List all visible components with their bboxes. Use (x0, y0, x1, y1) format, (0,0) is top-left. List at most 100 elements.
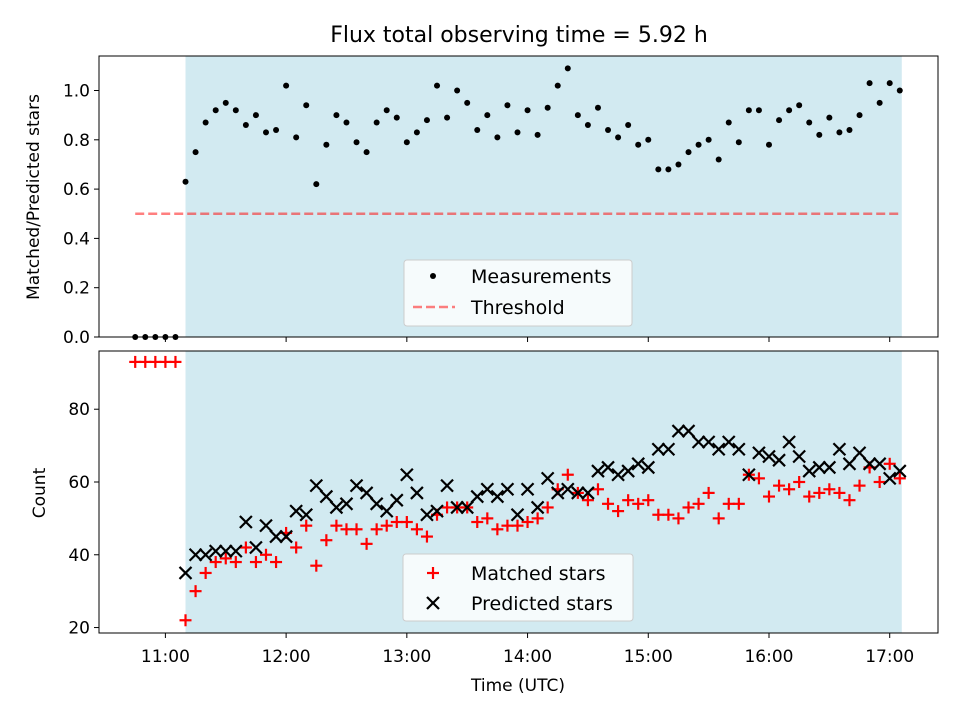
matched-star-point (259, 548, 272, 561)
predicted-star-point (198, 547, 213, 562)
matched-star-point (511, 519, 524, 532)
predicted-star-point (218, 544, 233, 558)
predicted-star-point (852, 446, 867, 460)
measurement-point (846, 126, 853, 133)
predicted-star-point (510, 507, 525, 522)
measurement-point (735, 139, 742, 146)
count-legend-box (402, 553, 634, 622)
ratio-y-axis-label: Matched/Predicted stars (24, 94, 44, 300)
measurement-point (755, 107, 762, 114)
matched-star-point (783, 483, 796, 496)
predicted-star-point (631, 457, 645, 471)
predicted-star-point (691, 435, 706, 449)
measurement-point (464, 99, 471, 106)
ratio-marks (132, 65, 903, 340)
matched-star-point (149, 355, 162, 368)
predicted-star-point (762, 449, 776, 464)
measurement-point (393, 114, 400, 121)
predicted-star-point (259, 518, 273, 533)
matched-star-point (521, 516, 534, 529)
measurements-legend-marker (430, 273, 436, 279)
predicted-star-point (822, 460, 837, 475)
measurement-point (765, 141, 772, 148)
matched-star-point (229, 556, 242, 569)
matched-star-point (702, 486, 715, 499)
measurement-point (554, 82, 561, 89)
matched-star-point (853, 479, 866, 492)
matched-star-point (169, 355, 182, 368)
predicted-star-point (178, 566, 193, 580)
predicted-star-point (792, 449, 806, 464)
predicted-star-point (571, 486, 585, 500)
predicted-star-point (641, 460, 656, 475)
x-axis-label: Time (UTC) (470, 676, 565, 696)
matched-star-point (561, 468, 574, 481)
matched-star-point (209, 556, 222, 569)
matched-star-point (591, 483, 604, 496)
predicted-star-point (400, 467, 414, 482)
count-xtick-label: 13:00 (382, 647, 431, 667)
ratio-ytick-label: 0.2 (63, 279, 90, 299)
matched-star-point (179, 614, 192, 627)
matched-star-point (300, 519, 313, 532)
predicted-star-point (651, 442, 666, 457)
matched-legend-marker (427, 567, 439, 579)
measurement-point (283, 82, 290, 89)
matched-star-point (581, 494, 594, 507)
count-ytick-label: 80 (68, 400, 90, 420)
predicted-star-point (621, 464, 635, 478)
matched-star-point (752, 472, 765, 485)
measurement-point (725, 119, 732, 126)
predicted-star-point (309, 478, 324, 493)
measurement-point (383, 107, 390, 114)
measurement-point (705, 136, 712, 143)
predicted-star-point (742, 467, 756, 482)
measurement-point (373, 119, 380, 126)
count-x-ticks: 11:00 12:00 13:00 14:00 15:00 16:00 17:00 (141, 633, 914, 667)
predicted-star-point (802, 464, 817, 478)
measurement-point (182, 178, 189, 185)
measurement-point (665, 166, 672, 173)
count-xtick-label: 17:00 (865, 647, 914, 667)
measurement-point (786, 107, 793, 114)
matched-star-point (632, 497, 645, 510)
predicted-star-point (460, 500, 474, 515)
count-y-ticks: 20 40 60 80 (68, 400, 99, 639)
measurement-point (242, 122, 249, 129)
matched-star-point (320, 534, 333, 547)
predicted-star-point (239, 515, 253, 529)
predicted-star-point (299, 507, 314, 522)
predicted-star-point (500, 482, 515, 497)
chart-title: Flux total observing time = 5.92 h (330, 23, 708, 48)
predicted-star-point (782, 435, 796, 449)
count-marks (129, 355, 907, 627)
matched-star-point (762, 490, 775, 503)
ratio-ytick-label: 0.0 (63, 328, 90, 348)
matched-star-point (793, 475, 806, 488)
matched-star-point (441, 501, 454, 514)
matched-star-point (199, 566, 212, 579)
measurement-point (866, 80, 873, 87)
predicted-legend-label: Predicted stars (471, 593, 613, 615)
matched-star-point (491, 523, 504, 536)
predicted-star-point (842, 457, 857, 471)
matched-star-point (380, 519, 393, 532)
matched-star-point (833, 486, 846, 499)
matched-star-point (612, 505, 625, 518)
matched-star-point (340, 523, 353, 536)
predicted-star-point (882, 471, 897, 486)
predicted-star-point (379, 504, 394, 518)
matched-star-point (310, 559, 323, 572)
predicted-star-point (611, 467, 625, 482)
matched-legend-label: Matched stars (471, 563, 605, 585)
measurement-point (776, 117, 783, 124)
matched-star-point (249, 556, 262, 569)
matched-star-point (873, 475, 886, 488)
measurement-point (615, 134, 622, 141)
measurement-point (202, 119, 209, 126)
predicted-star-point (188, 547, 203, 562)
predicted-star-point (319, 489, 334, 504)
matched-star-point (722, 497, 735, 510)
measurement-point (816, 131, 823, 138)
